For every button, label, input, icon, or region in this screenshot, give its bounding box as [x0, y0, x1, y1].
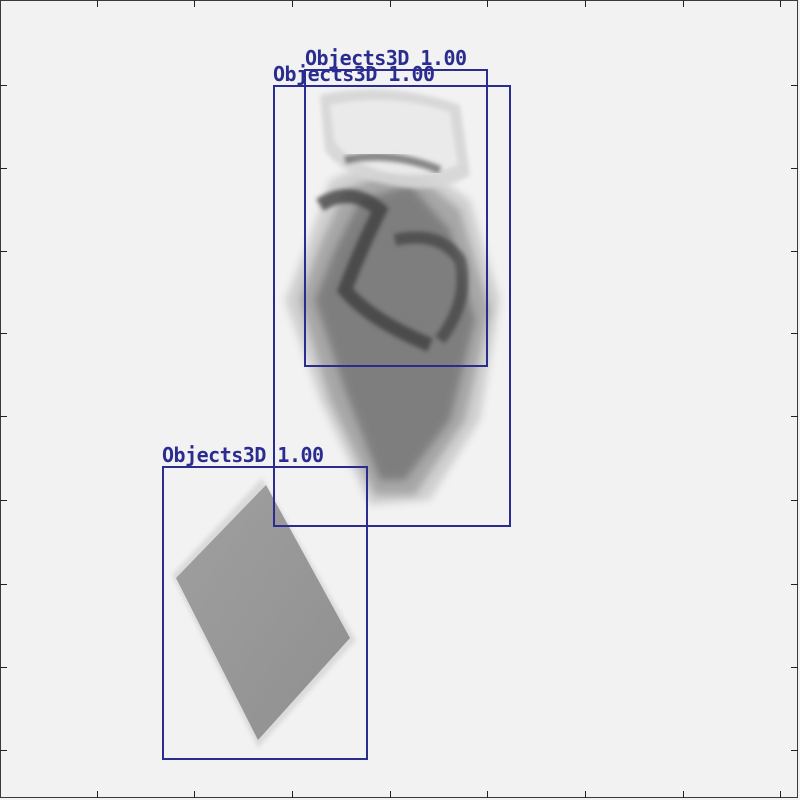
x-axis-tick [487, 791, 488, 798]
detection-label: Objects3D 1.00 [162, 445, 324, 465]
detection-label: Objects3D 1.00 [273, 64, 435, 84]
y-axis-tick [791, 333, 798, 334]
x-axis-tick [683, 791, 684, 798]
x-axis-tick [390, 791, 391, 798]
y-axis-tick [791, 584, 798, 585]
detection-score: 1.00 [277, 443, 324, 467]
x-axis-tick [390, 0, 391, 7]
x-axis-tick [194, 791, 195, 798]
detection-score: 1.00 [420, 46, 467, 70]
x-axis-tick [97, 0, 98, 7]
object-tall-shape [285, 89, 500, 505]
y-axis-tick [0, 667, 7, 668]
x-axis-tick [585, 791, 586, 798]
x-axis-tick [292, 0, 293, 7]
y-axis-tick [0, 584, 7, 585]
x-axis-tick [780, 0, 781, 7]
y-axis-tick [791, 750, 798, 751]
y-axis-tick [791, 168, 798, 169]
detection-score: 1.00 [388, 62, 435, 86]
x-axis-tick [780, 791, 781, 798]
y-axis-tick [0, 333, 7, 334]
y-axis-tick [791, 251, 798, 252]
detection-label: Objects3D 1.00 [305, 48, 467, 68]
y-axis-tick [791, 85, 798, 86]
x-axis-tick [194, 0, 195, 7]
x-axis-tick [585, 0, 586, 7]
y-axis-tick [0, 168, 7, 169]
detection-box[interactable] [273, 85, 511, 527]
x-axis-tick [292, 791, 293, 798]
x-axis-tick [487, 0, 488, 7]
y-axis-tick [0, 251, 7, 252]
detection-box[interactable] [304, 69, 488, 367]
detection-class: Objects3D [305, 46, 409, 70]
y-axis-tick [791, 667, 798, 668]
y-axis-tick [0, 416, 7, 417]
object-diamond-shape [172, 478, 356, 748]
detection-class: Objects3D [162, 443, 266, 467]
y-axis-tick [0, 750, 7, 751]
detection-class: Objects3D [273, 62, 377, 86]
y-axis-tick [791, 416, 798, 417]
y-axis-tick [0, 85, 7, 86]
y-axis-tick [0, 500, 7, 501]
x-axis-tick [97, 791, 98, 798]
y-axis-tick [791, 500, 798, 501]
x-axis-tick [683, 0, 684, 7]
detection-box[interactable] [162, 466, 368, 760]
